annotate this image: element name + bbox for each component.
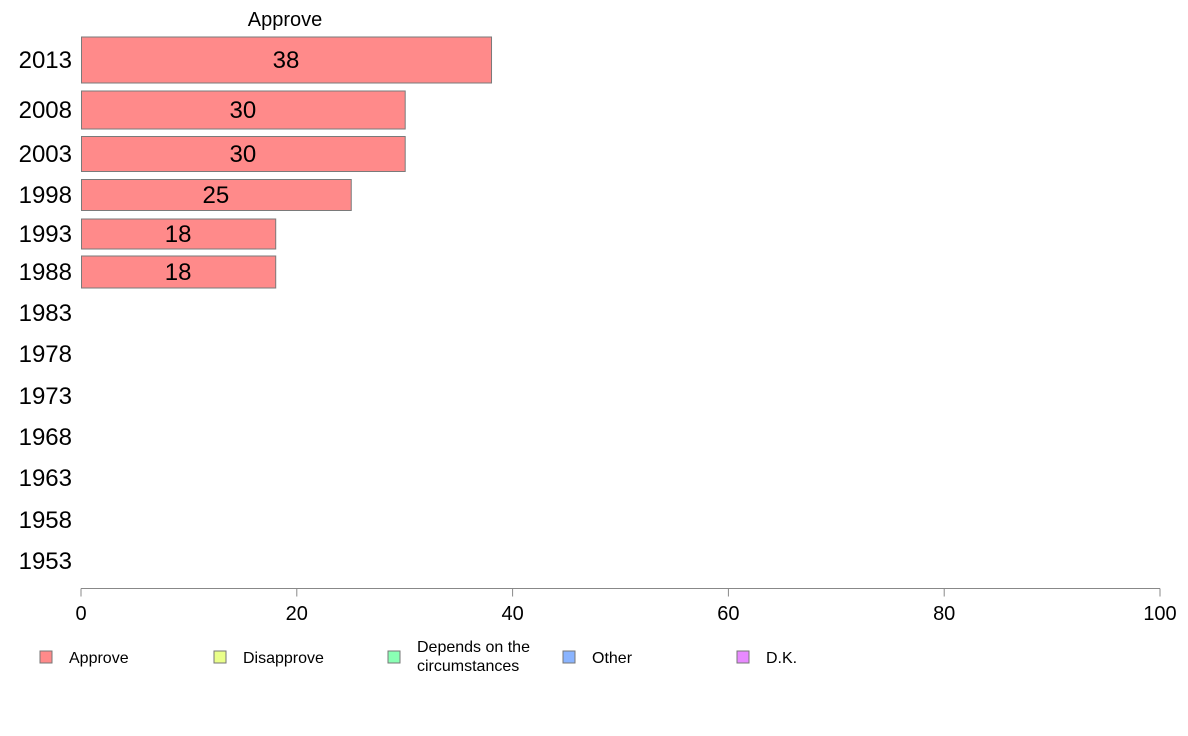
category-label: 1988 xyxy=(19,259,72,286)
x-tick-label: 60 xyxy=(717,603,739,625)
data-label: 30 xyxy=(229,97,256,124)
x-tick-label: 80 xyxy=(933,603,955,625)
legend-label: Other xyxy=(592,650,633,667)
category-label: 1983 xyxy=(19,300,72,327)
legend-label: Approve xyxy=(69,650,129,667)
category-label: 1963 xyxy=(19,465,72,492)
bar xyxy=(81,136,406,172)
bar xyxy=(81,218,277,250)
category-label: 2013 xyxy=(19,47,72,74)
legend-swatch xyxy=(39,650,53,664)
legend-label: Depends on the circumstances xyxy=(417,639,530,675)
category-label: 1973 xyxy=(19,383,72,410)
x-axis: 0 20 40 60 80 100 xyxy=(75,588,1177,625)
category-label: 1978 xyxy=(19,341,72,368)
category-label: 1993 xyxy=(19,221,72,248)
category-label: 1968 xyxy=(19,424,72,451)
data-label: 18 xyxy=(165,259,192,286)
legend-label: D.K. xyxy=(766,650,797,667)
legend: Approve Disapprove Depends on the circumsta… xyxy=(39,639,797,675)
legend-swatch xyxy=(213,650,227,664)
category-label: 2003 xyxy=(19,141,72,168)
bar xyxy=(81,255,277,289)
data-label: 38 xyxy=(273,47,300,74)
legend-swatch xyxy=(736,650,750,664)
category-label: 1958 xyxy=(19,507,72,534)
legend-swatch xyxy=(562,650,576,664)
x-tick-label: 40 xyxy=(501,603,523,625)
bar xyxy=(81,90,406,130)
x-tick-label: 20 xyxy=(286,603,308,625)
data-label: 25 xyxy=(203,182,230,209)
data-label: 30 xyxy=(229,141,256,168)
data-label: 18 xyxy=(165,221,192,248)
x-tick-label: 0 xyxy=(75,603,86,625)
bar xyxy=(81,36,493,84)
category-label: 2008 xyxy=(19,97,72,124)
x-tick-label: 100 xyxy=(1143,603,1176,625)
legend-swatch xyxy=(387,650,401,664)
column-title: Approve xyxy=(248,9,323,31)
bar xyxy=(81,179,352,211)
category-label: 1998 xyxy=(19,182,72,209)
bars-layer: 2013 38 2008 30 2003 30 1998 25 1993 18 1988 18 1983… xyxy=(19,36,493,575)
category-label: 1953 xyxy=(19,548,72,575)
legend-label: Disapprove xyxy=(243,650,324,667)
